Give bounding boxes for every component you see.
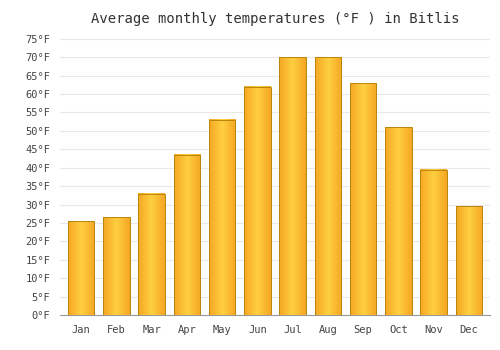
Bar: [103, 217, 130, 315]
Bar: [456, 206, 482, 315]
Bar: [138, 194, 165, 315]
Bar: [350, 83, 376, 315]
Bar: [68, 221, 94, 315]
Bar: [385, 127, 411, 315]
Bar: [420, 169, 447, 315]
Bar: [314, 57, 341, 315]
Bar: [244, 87, 270, 315]
Title: Average monthly temperatures (°F ) in Bitlis: Average monthly temperatures (°F ) in Bi…: [91, 12, 459, 26]
Bar: [280, 57, 306, 315]
Bar: [174, 155, 200, 315]
Bar: [209, 120, 236, 315]
